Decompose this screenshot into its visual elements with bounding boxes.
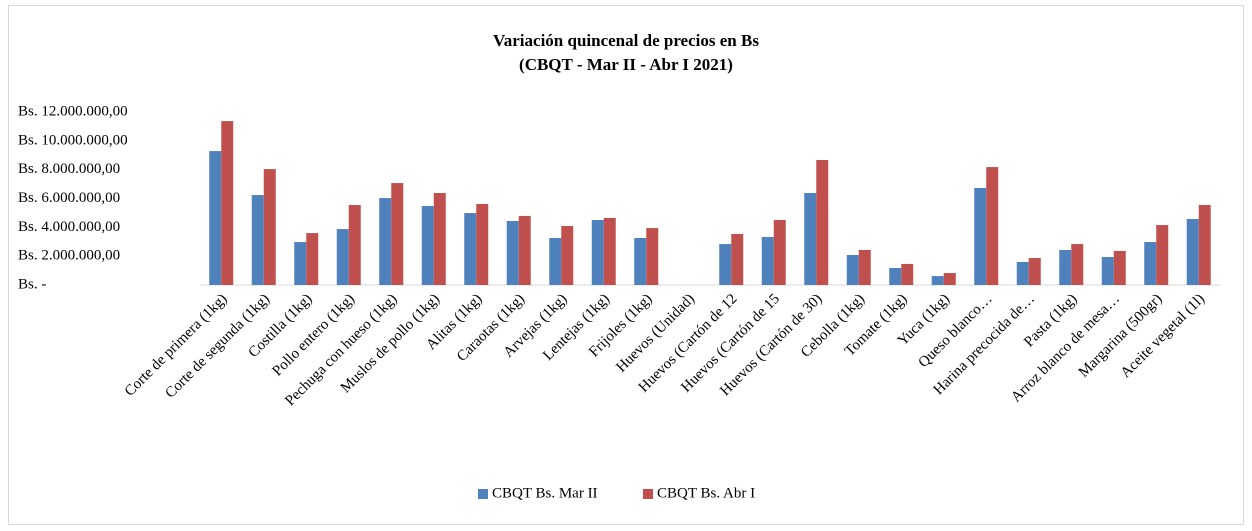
bar [421,205,434,285]
y-tick-label: Bs. 8.000.000,00 [18,161,120,177]
legend-swatch [643,489,653,499]
bar [209,151,222,285]
bar [1101,257,1114,285]
bar [943,273,956,285]
y-tick-label: Bs. 10.000.000,00 [18,132,128,148]
legend-label: CBQT Bs. Mar II [492,485,598,501]
bar [1071,244,1084,285]
bar [731,233,744,285]
bar [846,255,859,285]
bar [646,228,659,285]
bar [506,220,519,285]
bar [889,267,902,285]
y-tick-label: Bs. 12.000.000,00 [18,103,128,119]
bar [433,193,446,285]
bar [391,183,404,285]
bar [336,229,349,285]
bar [901,263,914,285]
y-tick-label: Bs. 2.000.000,00 [18,248,120,264]
bar [1028,258,1041,285]
bar [1186,218,1199,285]
bar [1144,242,1157,285]
chart-border [8,5,1244,525]
bar [986,167,999,285]
bar [773,219,786,285]
bar [931,276,944,285]
bar [816,160,829,285]
bar [294,242,307,285]
bar [974,187,987,285]
legend-swatch [478,489,488,499]
bar [804,193,817,285]
chart-subtitle: (CBQT - Mar II - Abr I 2021) [519,55,733,74]
bar [761,236,774,285]
bar [1198,204,1211,285]
bar [464,213,477,285]
legend-label: CBQT Bs. Abr I [657,485,755,501]
bar [858,249,871,285]
bar [603,217,616,285]
bar [306,233,319,285]
bar [1016,261,1029,285]
chart-title: Variación quincenal de precios en Bs [493,31,759,50]
bar [591,219,604,285]
bar [221,121,234,286]
y-tick-label: Bs. 4.000.000,00 [18,219,120,235]
bar [1059,249,1072,285]
bar [719,244,732,285]
bar [561,226,574,285]
y-tick-label: Bs. - [18,276,46,292]
bar [549,238,562,285]
bar [634,238,647,285]
bar [518,215,531,285]
bar [263,169,276,285]
y-tick-label: Bs. 6.000.000,00 [18,190,120,206]
bar [476,203,489,285]
bar [1113,250,1126,285]
bar [1156,225,1169,285]
bar [251,195,264,285]
bar [348,204,361,285]
bar [379,198,392,285]
